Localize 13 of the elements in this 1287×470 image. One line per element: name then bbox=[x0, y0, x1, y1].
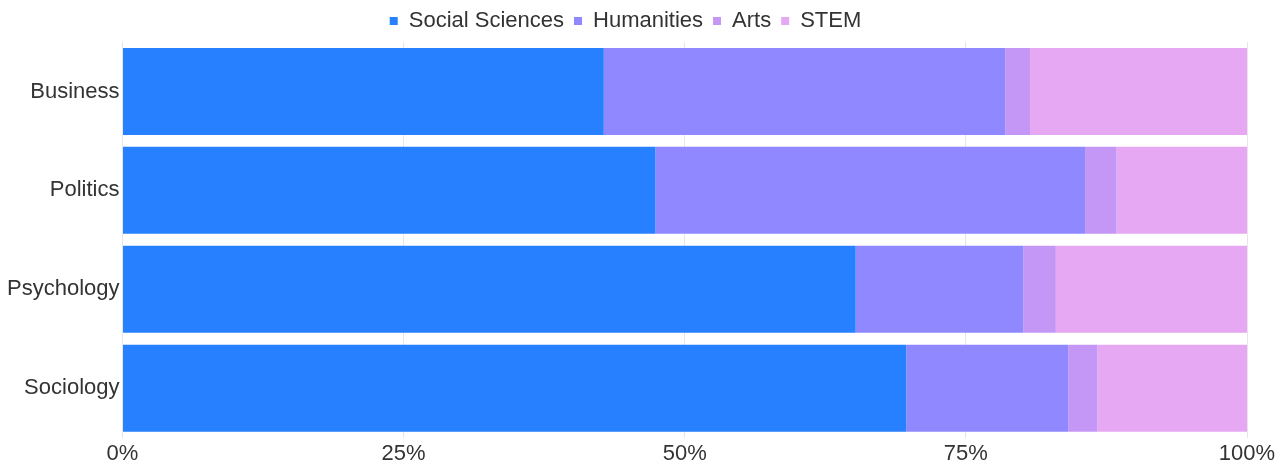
y-tick-label: Psychology bbox=[6, 275, 120, 301]
legend-label: Social Sciences bbox=[408, 7, 565, 33]
y-tick-label: Business bbox=[30, 77, 120, 103]
x-tick-label: 0% bbox=[106, 439, 139, 465]
x-tick-label: 75% bbox=[943, 439, 988, 465]
y-tick-label: Politics bbox=[49, 176, 120, 202]
legend-label: STEM bbox=[800, 7, 862, 33]
y-tick-label: Sociology bbox=[24, 374, 120, 400]
legend-label: Arts bbox=[732, 7, 772, 33]
x-tick-label: 25% bbox=[381, 439, 426, 465]
x-tick-label: 50% bbox=[662, 439, 707, 465]
x-tick-label: 100% bbox=[1218, 439, 1276, 465]
legend-label: Humanities bbox=[593, 7, 704, 33]
